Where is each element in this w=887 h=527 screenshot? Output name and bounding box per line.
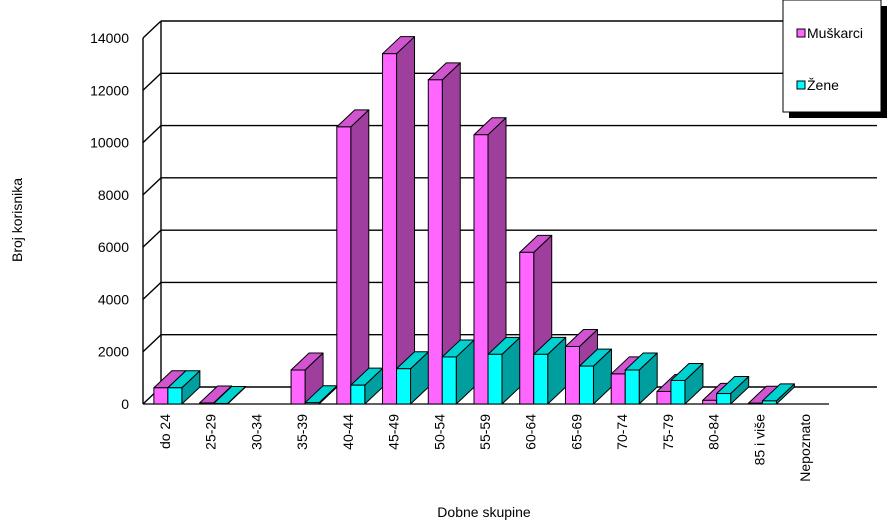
bar-zene-70-74 — [624, 352, 658, 405]
y-tick-label: 8000 — [98, 187, 129, 203]
y-tick-label: 0 — [121, 396, 129, 412]
y-tick-label: 10000 — [90, 135, 129, 151]
x-tick-label: 40-44 — [340, 414, 356, 450]
bar-zene-35-39 — [304, 385, 338, 405]
x-axis-label: Dobne skupine — [437, 504, 531, 520]
bar-zene-65-69 — [578, 348, 612, 405]
x-tick-label: 70-74 — [614, 414, 630, 450]
gridline-side — [142, 72, 162, 91]
bar-muskarci-35-39 — [290, 352, 324, 405]
x-tick-label: 25-29 — [203, 414, 219, 450]
gridline-side — [142, 334, 162, 353]
bar-zene-75-79 — [670, 362, 704, 405]
bar-zene-85-i-vise — [761, 383, 795, 405]
legend-label-muskarci: Muškarci — [807, 25, 863, 41]
bar-zene-40-44 — [350, 367, 384, 405]
bar-zene-25-29 — [213, 385, 247, 405]
bar-muskarci-55-59 — [473, 117, 507, 405]
y-tick-label: 6000 — [98, 239, 129, 255]
y-tick-label: 14000 — [90, 30, 129, 46]
x-tick-labels: do 24 25-29 30-34 35-39 40-44 45-49 50-54 55-59… — [157, 414, 813, 482]
x-tick-label: do 24 — [157, 414, 173, 449]
legend-swatch-muskarci — [796, 28, 806, 38]
x-tick-label: 30-34 — [248, 414, 264, 450]
legend-box — [782, 0, 882, 113]
bar-zene-60-64 — [533, 336, 567, 405]
y-tick-label: 2000 — [98, 344, 129, 360]
x-tick-label: 80-84 — [706, 414, 722, 450]
y-tick-labels: 0 2000 4000 6000 8000 10000 12000 14000 — [90, 30, 129, 412]
bar-muskarci-45-49 — [382, 36, 416, 405]
legend-swatch-zene — [796, 80, 806, 90]
bar-muskarci-50-54 — [427, 62, 461, 405]
y-axis-label: Broj korisnika — [9, 178, 25, 262]
x-tick-label: 45-49 — [386, 414, 402, 450]
x-tick-label: 60-64 — [523, 414, 539, 450]
x-tick-label: 50-54 — [431, 414, 447, 450]
y-tick-label: 4000 — [98, 291, 129, 307]
gridline-side — [142, 20, 162, 39]
x-tick-label: 75-79 — [660, 414, 676, 450]
bar-zene-80-84 — [716, 376, 750, 405]
x-tick-label: 35-39 — [294, 414, 310, 450]
bar-zene-do-24 — [167, 370, 201, 405]
gridline-side — [142, 177, 162, 196]
x-tick-label: 55-59 — [477, 414, 493, 450]
y-tick-label: 12000 — [90, 82, 129, 98]
x-tick-label: Nepoznato — [797, 414, 813, 482]
bar-zene-55-59 — [487, 336, 521, 405]
gridline-side — [142, 125, 162, 144]
grid-layer — [142, 20, 877, 405]
bar-muskarci-40-44 — [336, 109, 370, 405]
gridline-side — [142, 281, 162, 300]
legend: Muškarci Žene — [782, 0, 887, 118]
legend-label-zene: Žene — [807, 77, 839, 93]
x-tick-label: 85 i više — [751, 414, 767, 466]
gridline-side — [142, 229, 162, 248]
bar-layer — [153, 36, 795, 405]
x-tick-label: 65-69 — [568, 414, 584, 450]
